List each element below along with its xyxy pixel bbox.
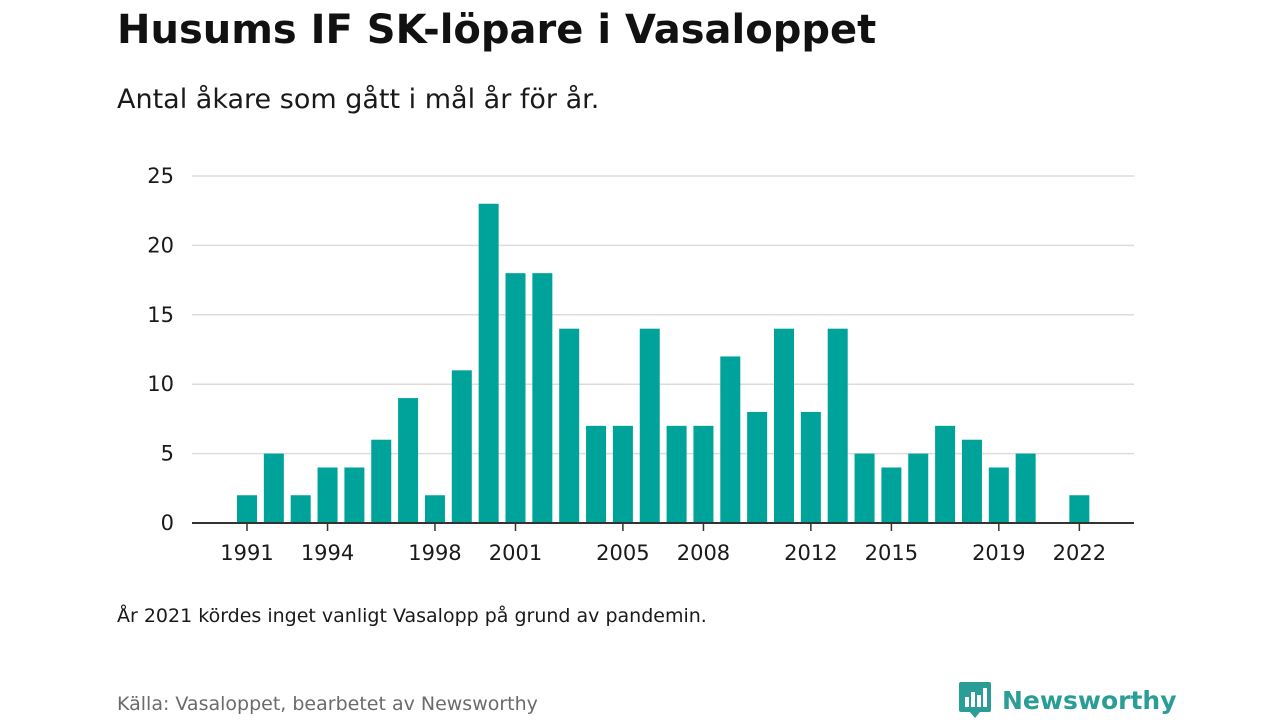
x-tick-label: 2001: [489, 541, 542, 565]
x-tick-label: 2022: [1053, 541, 1106, 565]
x-tick-label: 2005: [596, 541, 649, 565]
y-tick-label: 25: [147, 164, 174, 188]
bar-1991: [237, 495, 257, 523]
x-tick-label: 1991: [220, 541, 273, 565]
y-tick-label: 20: [147, 233, 174, 257]
bar-2020: [1015, 453, 1036, 523]
bar-2000: [478, 203, 499, 523]
bar-2007: [666, 425, 687, 523]
bar-2015: [881, 467, 902, 523]
bar-2018: [961, 439, 982, 523]
bar-1992: [263, 453, 284, 523]
newsworthy-brand: Newsworthy: [958, 680, 1177, 720]
bar-2022: [1069, 495, 1090, 523]
bar-1999: [451, 370, 472, 523]
bar-2002: [532, 273, 553, 523]
bar-1998: [424, 495, 445, 523]
bar-1993: [290, 495, 311, 523]
x-tick-label: 2008: [677, 541, 730, 565]
bar-1994: [317, 467, 338, 523]
chart-subtitle: Antal åkare som gått i mål år för år.: [117, 84, 600, 115]
y-tick-label: 5: [161, 442, 174, 466]
y-tick-label: 15: [147, 303, 174, 327]
bar-2016: [908, 453, 929, 523]
newsworthy-logo-icon: [959, 682, 991, 718]
bar-2012: [800, 411, 821, 523]
x-tick-label: 1998: [408, 541, 461, 565]
bar-2001: [505, 273, 526, 523]
chart-note: År 2021 kördes inget vanligt Vasalopp på…: [117, 605, 707, 627]
brand-name: Newsworthy: [1002, 685, 1177, 715]
bar-2017: [935, 425, 956, 523]
bar-2011: [774, 328, 794, 523]
x-tick-label: 2015: [865, 541, 918, 565]
source-credit: Källa: Vasaloppet, bearbetet av Newswort…: [117, 693, 538, 715]
bar-2008: [693, 425, 714, 523]
bar-1997: [398, 398, 419, 523]
y-tick-label: 10: [147, 372, 174, 396]
bar-2010: [747, 411, 768, 523]
bar-2003: [559, 328, 580, 523]
bar-1995: [344, 467, 365, 523]
x-tick-label: 2019: [972, 541, 1025, 565]
x-tick-label: 1994: [301, 541, 354, 565]
bar-2006: [639, 328, 660, 523]
bar-2013: [827, 328, 848, 523]
bar-1996: [371, 439, 392, 523]
bar-2004: [586, 425, 607, 523]
bar-2014: [854, 453, 875, 523]
bar-2009: [720, 356, 741, 523]
y-tick-label: 0: [161, 511, 174, 535]
bar-2005: [612, 425, 633, 523]
x-tick-label: 2012: [784, 541, 837, 565]
bar-2019: [988, 467, 1009, 523]
chart-title: Husums IF SK-löpare i Vasaloppet: [117, 7, 877, 53]
